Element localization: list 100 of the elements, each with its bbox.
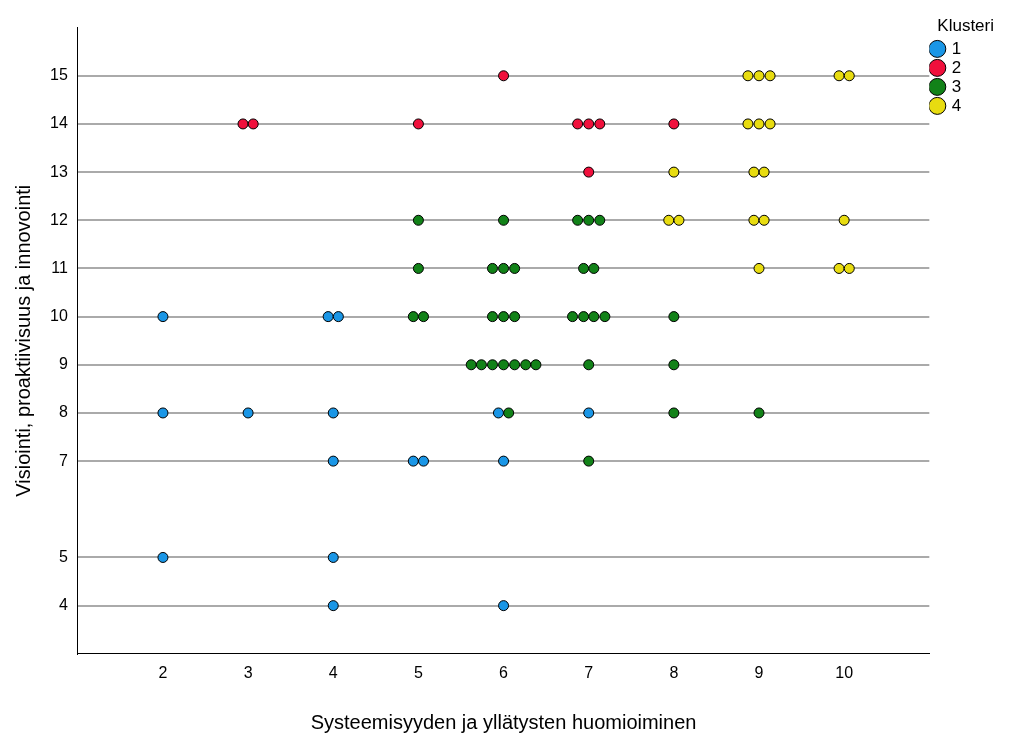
point <box>157 311 169 323</box>
point <box>530 359 542 371</box>
point <box>509 311 521 323</box>
point <box>748 166 760 178</box>
x-tick-label: 10 <box>835 663 854 681</box>
point <box>599 311 611 323</box>
point <box>753 118 765 130</box>
point <box>242 407 254 419</box>
point <box>742 118 754 130</box>
legend-label: 3 <box>951 76 962 96</box>
point <box>833 262 845 274</box>
point <box>237 118 249 130</box>
point <box>486 359 498 371</box>
point <box>498 214 510 226</box>
point <box>509 262 521 274</box>
point <box>742 70 754 82</box>
y-tick-label: 4 <box>58 596 68 614</box>
point <box>327 551 339 563</box>
point <box>407 311 419 323</box>
point <box>492 407 504 419</box>
legend-label: 1 <box>951 38 962 58</box>
point <box>475 359 487 371</box>
x-tick-label: 2 <box>158 663 168 681</box>
point <box>247 118 259 130</box>
point <box>407 455 419 467</box>
x-tick-label: 5 <box>413 663 423 681</box>
point <box>567 311 579 323</box>
point <box>843 70 855 82</box>
point <box>498 70 510 82</box>
point <box>418 311 430 323</box>
point <box>583 407 595 419</box>
point <box>412 214 424 226</box>
point <box>753 262 765 274</box>
point <box>833 70 845 82</box>
point <box>748 214 760 226</box>
point <box>668 311 680 323</box>
point <box>663 214 675 226</box>
point <box>572 118 584 130</box>
x-tick-label: 3 <box>243 663 253 681</box>
y-tick-label: 10 <box>50 307 68 325</box>
point <box>764 118 776 130</box>
point <box>578 311 590 323</box>
point <box>673 214 685 226</box>
y-tick-label: 13 <box>50 162 68 180</box>
point <box>668 166 680 178</box>
point <box>583 455 595 467</box>
x-axis-title: Systeemisyyden ja yllätysten huomioiminen <box>310 710 697 733</box>
point <box>588 262 600 274</box>
point <box>465 359 477 371</box>
point <box>594 118 606 130</box>
legend-title: Klusteri <box>937 16 994 36</box>
point <box>583 166 595 178</box>
y-tick-label: 12 <box>50 210 68 228</box>
point <box>753 407 765 419</box>
x-tick-label: 9 <box>754 663 764 681</box>
y-tick-label: 11 <box>51 258 68 276</box>
point <box>486 262 498 274</box>
point <box>157 551 169 563</box>
point <box>588 311 600 323</box>
point <box>503 407 515 419</box>
point <box>157 407 169 419</box>
point <box>322 311 334 323</box>
point <box>486 311 498 323</box>
point <box>758 214 770 226</box>
x-tick-label: 6 <box>499 663 509 681</box>
point <box>843 262 855 274</box>
point <box>583 118 595 130</box>
point <box>668 407 680 419</box>
point <box>498 311 510 323</box>
point <box>509 359 521 371</box>
point <box>418 455 430 467</box>
legend-label: 4 <box>951 95 962 115</box>
point <box>583 359 595 371</box>
point <box>498 600 510 612</box>
y-tick-label: 15 <box>50 66 68 84</box>
point <box>412 262 424 274</box>
point <box>498 262 510 274</box>
point <box>668 118 680 130</box>
x-tick-label: 7 <box>584 663 594 681</box>
point <box>520 359 532 371</box>
y-tick-label: 9 <box>58 355 68 373</box>
point <box>758 166 770 178</box>
point <box>332 311 344 323</box>
point <box>412 118 424 130</box>
point <box>583 214 595 226</box>
point <box>764 70 776 82</box>
y-axis-title: Visiointi, proaktiivisuus ja innovointi <box>11 184 34 497</box>
x-tick-label: 4 <box>328 663 338 681</box>
legend-label: 2 <box>951 57 962 77</box>
y-tick-label: 5 <box>58 547 68 565</box>
point <box>327 600 339 612</box>
point <box>668 359 680 371</box>
y-tick-label: 7 <box>58 451 68 469</box>
y-tick-label: 8 <box>58 403 68 421</box>
point <box>498 359 510 371</box>
point <box>327 407 339 419</box>
point <box>572 214 584 226</box>
point <box>498 455 510 467</box>
point <box>753 70 765 82</box>
point <box>838 214 850 226</box>
